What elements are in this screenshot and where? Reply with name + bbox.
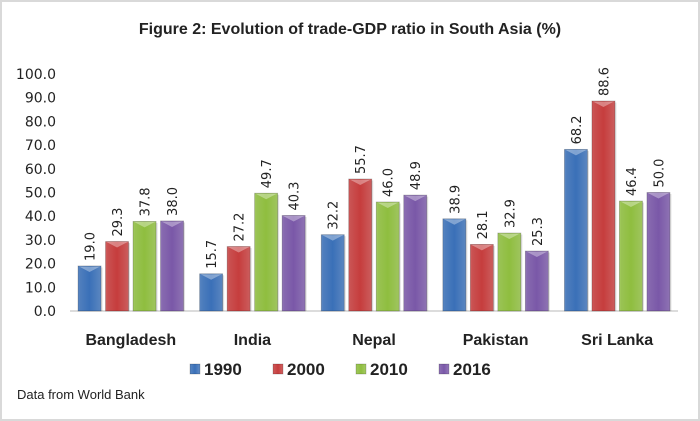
bar-1990-india (199, 273, 224, 312)
bar-2016-india (281, 215, 306, 312)
y-tick-label: 50.0 (25, 186, 56, 202)
legend-swatch-2016 (438, 363, 450, 375)
y-tick-label: 40.0 (25, 209, 56, 225)
bar-bevel (647, 193, 669, 199)
bar-2000-nepal (348, 178, 373, 312)
legend-label: 2000 (287, 360, 325, 379)
bar-2010-pakistan (497, 232, 522, 312)
bar-bevel (471, 244, 493, 251)
legend-swatch-2010 (355, 363, 367, 375)
legend-label: 2010 (370, 360, 408, 379)
bar-2010-nepal (375, 201, 400, 312)
bar-bevel (592, 101, 614, 108)
y-tick-label: 70.0 (25, 138, 56, 154)
y-tick-label: 30.0 (25, 233, 56, 249)
data-label: 32.2 (327, 201, 342, 230)
data-label: 55.7 (354, 145, 369, 174)
y-tick-label: 100.0 (16, 67, 56, 83)
data-label: 50.0 (652, 159, 667, 188)
bar-1990-nepal (320, 234, 345, 312)
legend: 1990 2000 2010 2016 (189, 360, 491, 379)
bar-1990-pakistan (442, 218, 467, 312)
data-label: 40.3 (288, 182, 303, 211)
bar-bevel (322, 235, 344, 241)
y-tick-label: 0.0 (34, 304, 56, 320)
bars (77, 100, 672, 312)
data-label: 25.3 (531, 217, 546, 246)
data-label: 48.9 (409, 161, 424, 190)
bar-1990-sri-lanka (564, 148, 588, 312)
bar-bevel (283, 215, 305, 222)
data-label: 88.6 (597, 67, 612, 96)
bar-bevel (106, 242, 128, 248)
x-axis-categories: Bangladesh India Nepal Pakistan Sri Lanka (85, 332, 653, 349)
data-label: 32.9 (503, 199, 518, 228)
bar-bevel (134, 221, 156, 228)
bar-bevel (620, 201, 642, 208)
y-tick-label: 80.0 (25, 114, 56, 130)
y-tick-label: 20.0 (25, 257, 56, 273)
bar-bevel (565, 149, 587, 156)
bar-bevel (228, 247, 250, 253)
y-axis-ticks: 0.0 10.0 20.0 30.0 40.0 50.0 60.0 70.0 80.0 90.0 1… (16, 67, 56, 320)
bar-bevel (443, 219, 465, 225)
data-label: 29.3 (111, 208, 126, 237)
bar-bevel (255, 193, 277, 200)
bar-bevel (349, 179, 371, 185)
category-label: Nepal (352, 332, 396, 349)
bar-2016-sri-lanka (646, 192, 671, 312)
bar-2000-bangladesh (105, 241, 129, 312)
category-label: Sri Lanka (581, 332, 653, 349)
category-label: India (234, 332, 271, 349)
data-label: 38.0 (166, 187, 181, 216)
y-tick-label: 10.0 (25, 280, 56, 296)
data-label: 46.0 (382, 168, 397, 197)
bar-bevel (526, 251, 548, 258)
data-label: 19.0 (84, 232, 99, 261)
data-label: 68.2 (570, 115, 585, 144)
bar-2010-bangladesh (132, 221, 157, 312)
category-label: Bangladesh (85, 332, 176, 349)
legend-label: 1990 (204, 360, 242, 379)
data-label: 49.7 (260, 159, 275, 188)
data-label: 28.1 (476, 210, 491, 239)
chart-title: Figure 2: Evolution of trade-GDP ratio i… (139, 21, 561, 38)
bar-2000-sri-lanka (591, 100, 616, 312)
bar-1990-bangladesh (77, 265, 102, 312)
category-label: Pakistan (463, 332, 529, 349)
bar-bevel (161, 221, 183, 227)
bar-2016-pakistan (524, 250, 549, 312)
bar-2010-sri-lanka (619, 200, 643, 312)
y-tick-label: 90.0 (25, 91, 56, 107)
bar-2016-nepal (403, 194, 428, 312)
y-tick-label: 60.0 (25, 162, 56, 178)
legend-swatch-1990 (189, 363, 201, 375)
data-label: 46.4 (625, 167, 640, 196)
bar-bevel (79, 266, 101, 272)
data-label: 15.7 (205, 240, 220, 269)
legend-label: 2016 (453, 360, 491, 379)
data-labels: 19.0 29.3 37.8 38.0 15.7 27.2 49.7 40.3 32.2 55.7… (84, 67, 668, 269)
bar-2016-bangladesh (160, 220, 184, 312)
bar-bevel (377, 202, 399, 208)
data-label: 38.9 (448, 185, 463, 214)
bar-bevel (404, 195, 426, 202)
bar-bevel (200, 274, 222, 280)
bar-2000-india (226, 246, 251, 312)
data-label: 37.8 (139, 187, 154, 216)
bar-2010-india (254, 192, 279, 312)
data-label: 27.2 (233, 213, 248, 242)
bar-bevel (498, 233, 520, 240)
legend-swatch-2000 (272, 363, 284, 375)
source-note: Data from World Bank (17, 387, 145, 402)
bar-2000-pakistan (469, 244, 494, 312)
